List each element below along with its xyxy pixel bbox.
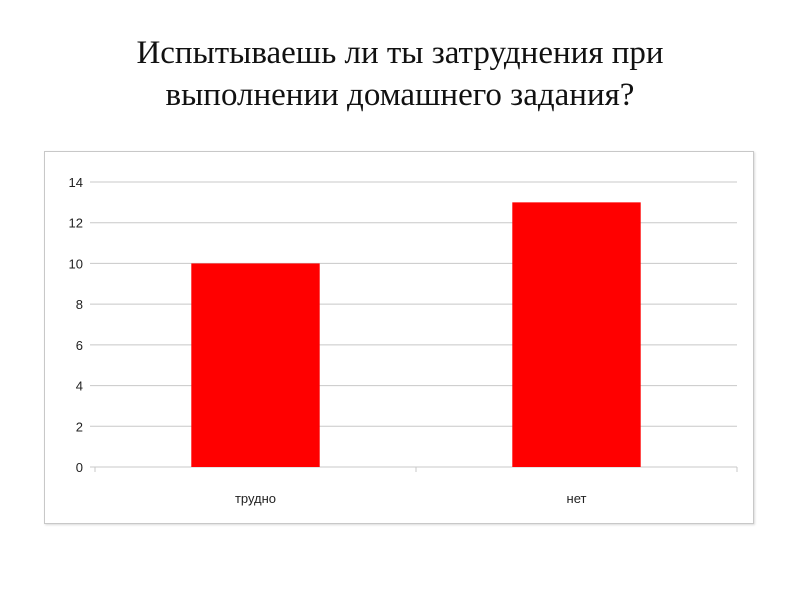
bar-chart: 0 2 4 6 8 10 12 14 трудно нет <box>69 175 738 506</box>
slide-title: Испытываешь ли ты затруднения при выполн… <box>0 32 800 116</box>
y-tick-label: 12 <box>69 216 83 231</box>
y-tick-label: 4 <box>76 379 83 394</box>
y-tick-label: 10 <box>69 256 83 271</box>
x-category-label: трудно <box>235 491 276 506</box>
chart-area: 0 2 4 6 8 10 12 14 трудно нет <box>44 151 754 524</box>
bar-0 <box>191 263 320 467</box>
x-category-label: нет <box>567 491 587 506</box>
title-line-2: выполнении домашнего задания? <box>165 77 635 113</box>
bar-1 <box>512 202 641 467</box>
y-tick-label: 14 <box>69 175 83 190</box>
title-line-1: Испытываешь ли ты затруднения при <box>136 35 664 71</box>
y-tick-label: 2 <box>76 419 83 434</box>
y-tick-label: 0 <box>76 460 83 475</box>
y-tick-label: 8 <box>76 297 83 312</box>
y-tick-label: 6 <box>76 338 83 353</box>
